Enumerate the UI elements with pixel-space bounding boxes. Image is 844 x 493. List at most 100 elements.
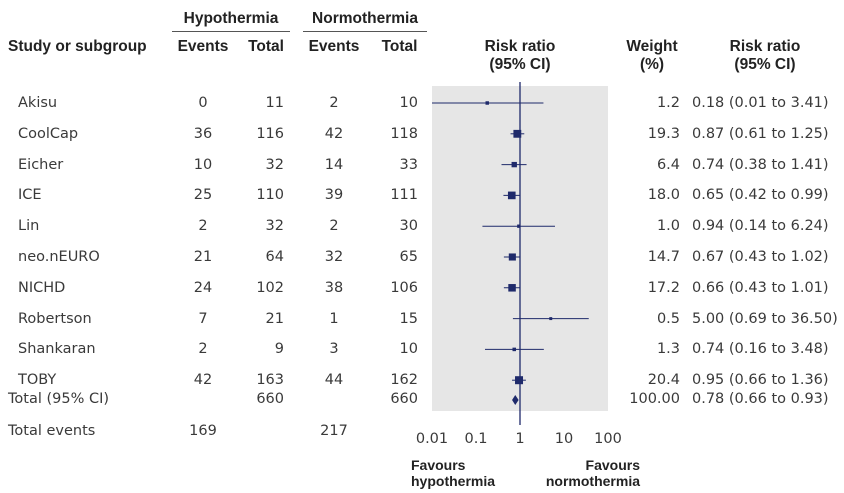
pooled-estimate-diamond [512,395,519,405]
study-point-estimate [508,284,516,292]
hypothermia-total: 116 [256,125,284,142]
study-name: NICHD [18,279,66,296]
x-tick-label: 1 [515,431,524,447]
favours-hypothermia-label: Favours hypothermia [411,457,496,489]
hypothermia-group-header: Hypothermia [183,10,279,27]
normothermia-total: 65 [399,249,418,265]
study-name: Akisu [18,95,58,111]
hypothermia-total: 21 [265,310,284,327]
study-point-estimate [515,376,524,385]
risk-ratio-text-header: Risk ratio (95% CI) [729,38,801,73]
total-hypothermia-n: 660 [256,391,284,407]
study-name: CoolCap [18,125,79,142]
total-events-hypothermia: 169 [189,423,217,439]
normothermia-total: 118 [390,125,418,142]
study-name: Eicher [18,156,64,173]
hypothermia-events: 2 [198,218,208,235]
study-point-estimate [513,129,522,138]
study-risk-ratio-ci: 0.18 (0.01 to 3.41) [692,95,829,111]
normothermia-events: 14 [324,156,344,173]
hypothermia-events: 10 [193,156,213,173]
study-risk-ratio-ci: 0.66 (0.43 to 1.01) [692,279,829,296]
normothermia-events: 1 [329,310,339,327]
normothermia-total: 33 [399,156,418,173]
hypothermia-events: 25 [193,187,213,204]
study-point-estimate [512,347,517,352]
total-label: Total (95% CI) [8,391,110,407]
normothermia-events: 44 [324,372,344,389]
normothermia-events: 42 [324,125,344,142]
normothermia-header-rule [303,31,427,32]
study-risk-ratio-ci: 5.00 (0.69 to 36.50) [692,310,838,327]
hypothermia-total: 163 [256,372,284,389]
normothermia-events: 32 [324,249,344,265]
normothermia-total: 15 [399,310,418,327]
study-weight: 1.0 [656,218,680,235]
total-events-normothermia: 217 [320,423,348,439]
normothermia-total: 106 [390,279,418,296]
study-name: Robertson [18,310,92,327]
normothermia-events: 2 [329,218,339,235]
study-weight: 1.3 [656,341,680,358]
study-point-estimate [517,224,521,228]
weight-column-header: Weight (%) [626,38,678,73]
study-column-header: Study or subgroup [8,38,147,55]
study-risk-ratio-ci: 0.87 (0.61 to 1.25) [692,125,829,142]
hypothermia-total: 110 [256,187,284,204]
normothermia-total: 10 [399,341,418,358]
total-events-label: Total events [8,423,96,439]
study-point-estimate [507,191,516,200]
events2-column-header: Events [308,38,360,55]
normothermia-events: 2 [329,95,339,111]
normothermia-events: 39 [324,187,344,204]
hypothermia-events: 42 [193,372,213,389]
hypothermia-events: 21 [193,249,213,265]
study-weight: 17.2 [647,279,680,296]
total1-column-header: Total [248,38,284,55]
hypothermia-total: 64 [265,249,284,265]
x-tick-label: 0.1 [464,431,487,447]
normothermia-total: 162 [390,372,418,389]
hypothermia-events: 7 [198,310,208,327]
normothermia-group-header: Normothermia [312,10,418,27]
hypothermia-events: 36 [193,125,213,142]
study-risk-ratio-ci: 0.74 (0.16 to 3.48) [692,341,829,358]
study-name: ICE [18,187,42,204]
normothermia-events: 38 [324,279,344,296]
study-risk-ratio-ci: 0.95 (0.66 to 1.36) [692,372,829,389]
study-point-estimate [485,101,489,105]
hypothermia-events: 24 [193,279,213,296]
study-name: Shankaran [18,341,96,358]
events1-column-header: Events [177,38,229,55]
study-risk-ratio-ci: 0.67 (0.43 to 1.02) [692,249,829,265]
study-weight: 20.4 [647,372,680,389]
study-point-estimate [549,317,553,321]
hypothermia-events: 0 [198,95,208,111]
hypothermia-total: 32 [265,218,284,235]
study-weight: 6.4 [656,156,680,173]
study-name: neo.nEURO [18,249,100,265]
risk-ratio-plot-header: Risk ratio (95% CI) [484,38,556,73]
hypothermia-total: 9 [274,341,284,358]
hypothermia-total: 102 [256,279,284,296]
study-risk-ratio-ci: 0.65 (0.42 to 0.99) [692,187,829,204]
study-risk-ratio-ci: 0.94 (0.14 to 6.24) [692,218,829,235]
x-tick-label: 10 [555,431,573,447]
x-tick-label: 100 [594,431,622,447]
study-name: TOBY [18,372,57,389]
study-point-estimate [508,253,516,261]
normothermia-events: 3 [329,341,339,358]
total-weight: 100.00 [629,391,680,407]
study-point-estimate [511,161,517,168]
normothermia-total: 10 [399,95,418,111]
total2-column-header: Total [381,38,418,55]
total-normothermia-n: 660 [390,391,418,407]
favours-normothermia-label: Favours normothermia [545,457,640,489]
hypothermia-events: 2 [198,341,208,358]
study-weight: 14.7 [647,249,680,265]
hypothermia-header-rule [172,31,290,32]
x-tick-label: 0.01 [416,431,448,447]
study-weight: 1.2 [656,95,680,111]
study-name: Lin [18,218,40,235]
